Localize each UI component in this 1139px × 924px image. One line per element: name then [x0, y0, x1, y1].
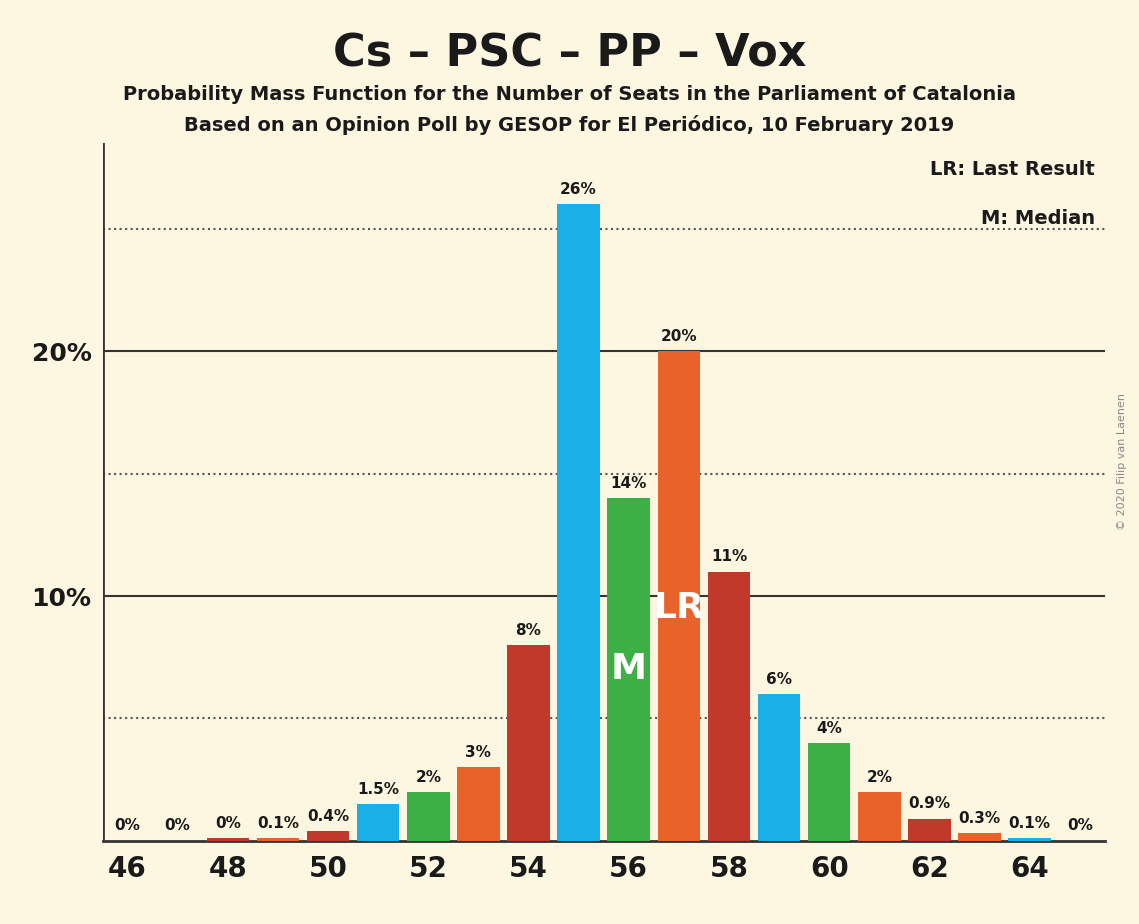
Bar [557, 204, 600, 841]
Bar [908, 819, 951, 841]
Text: 8%: 8% [516, 623, 541, 638]
Text: 14%: 14% [611, 476, 647, 491]
Text: 3%: 3% [466, 745, 491, 760]
Text: 11%: 11% [711, 549, 747, 565]
Text: © 2020 Filip van Laenen: © 2020 Filip van Laenen [1117, 394, 1126, 530]
Bar [457, 768, 500, 841]
Bar [808, 743, 851, 841]
Text: 2%: 2% [416, 770, 441, 784]
Text: 2%: 2% [867, 770, 892, 784]
Bar [657, 351, 700, 841]
Text: M: M [611, 652, 647, 687]
Bar [306, 831, 350, 841]
Bar [757, 694, 801, 841]
Text: 0.4%: 0.4% [308, 808, 349, 823]
Text: 0.1%: 0.1% [257, 816, 298, 831]
Text: 0.9%: 0.9% [909, 796, 950, 811]
Bar [507, 645, 550, 841]
Text: M: Median: M: Median [981, 210, 1095, 228]
Bar [1008, 838, 1051, 841]
Bar [256, 838, 300, 841]
Text: Cs – PSC – PP – Vox: Cs – PSC – PP – Vox [333, 32, 806, 76]
Bar [206, 838, 249, 841]
Text: 0%: 0% [1067, 819, 1092, 833]
Text: 6%: 6% [767, 672, 792, 687]
Text: 0%: 0% [165, 819, 190, 833]
Bar [858, 792, 901, 841]
Bar [607, 498, 650, 841]
Text: 0%: 0% [115, 819, 140, 833]
Text: 26%: 26% [560, 182, 597, 197]
Text: 4%: 4% [817, 721, 842, 736]
Bar [407, 792, 450, 841]
Text: 0.1%: 0.1% [1009, 816, 1050, 831]
Text: 0.3%: 0.3% [959, 811, 1000, 826]
Bar [357, 804, 400, 841]
Text: LR: Last Result: LR: Last Result [931, 161, 1095, 179]
Text: LR: LR [654, 591, 704, 626]
Text: 1.5%: 1.5% [358, 782, 399, 796]
Text: Probability Mass Function for the Number of Seats in the Parliament of Catalonia: Probability Mass Function for the Number… [123, 85, 1016, 104]
Bar [958, 833, 1001, 841]
Text: 0%: 0% [215, 816, 240, 831]
Text: Based on an Opinion Poll by GESOP for El Periódico, 10 February 2019: Based on an Opinion Poll by GESOP for El… [185, 115, 954, 135]
Text: 20%: 20% [661, 329, 697, 344]
Bar [707, 572, 751, 841]
